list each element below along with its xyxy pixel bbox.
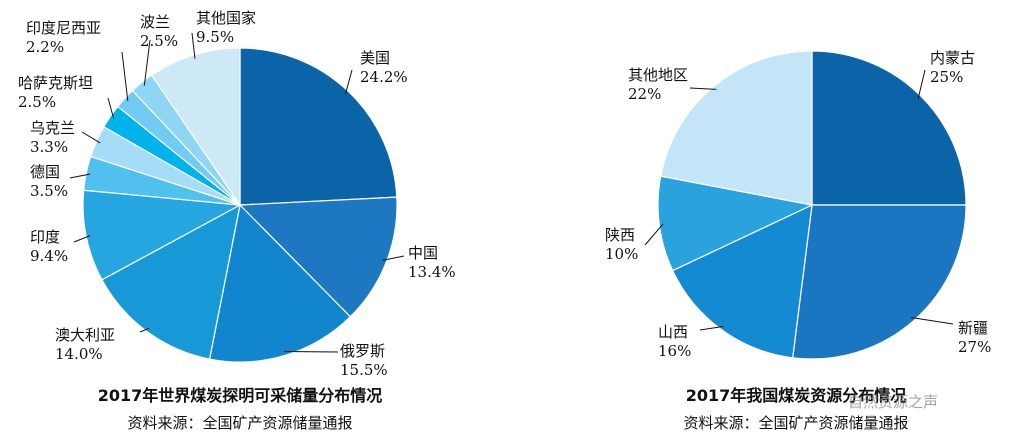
leader-line <box>107 97 115 119</box>
slice-label: 内蒙古 <box>930 49 975 67</box>
slice-value-label: 3.3% <box>30 138 68 156</box>
slice-value-label: 16% <box>658 342 691 360</box>
slice-value-label: 14.0% <box>55 345 103 363</box>
pie-slice <box>82 189 243 281</box>
leader-line <box>917 69 926 100</box>
leader-line <box>644 223 664 246</box>
slice-value-label: 2.5% <box>18 93 56 111</box>
slice-value-label: 22% <box>628 85 661 103</box>
slice-label: 陕西 <box>605 226 635 244</box>
slice-label: 印度 <box>30 228 60 246</box>
slice-label: 中国 <box>408 244 438 262</box>
slice-value-label: 24.2% <box>360 68 408 86</box>
leader-line <box>121 51 129 102</box>
leader-line <box>284 351 339 353</box>
slice-value-label: 9.4% <box>30 247 68 265</box>
leader-line <box>143 39 151 86</box>
slice-label: 美国 <box>360 49 390 67</box>
slice-value-label: 10% <box>605 245 638 263</box>
pie-slice <box>101 203 241 360</box>
slice-value-label: 15.5% <box>340 361 388 379</box>
world-coal-pie-chart: 美国24.2%中国13.4%俄罗斯15.5%澳大利亚14.0%印度9.4%德国3… <box>18 9 456 432</box>
watermark-text: 自然资源之声 <box>848 393 938 411</box>
leader-line <box>191 32 196 59</box>
leader-line <box>73 235 91 243</box>
slice-label: 其他国家 <box>196 9 256 27</box>
pie-slice <box>657 175 814 272</box>
slice-value-label: 3.5% <box>30 182 68 200</box>
pie-slice <box>792 204 967 360</box>
slice-value-label: 27% <box>958 338 991 356</box>
slice-value-label: 2.5% <box>140 32 178 50</box>
chart-source: 资料来源：全国矿产资源储量通报 <box>127 414 352 432</box>
slice-value-label: 13.4% <box>408 263 456 281</box>
slice-value-label: 9.5% <box>196 28 234 46</box>
chart-source: 资料来源：全国矿产资源储量通报 <box>683 414 908 432</box>
pie-slice <box>238 196 398 318</box>
pie-slice <box>239 47 398 206</box>
slice-label: 澳大利亚 <box>55 326 115 344</box>
leader-line <box>382 255 405 261</box>
chart-title: 2017年世界煤炭探明可采储量分布情况 <box>98 386 383 405</box>
slice-label: 俄罗斯 <box>340 342 385 360</box>
leader-line <box>69 173 91 179</box>
slice-value-label: 25% <box>930 68 963 86</box>
pie-slice <box>660 50 813 206</box>
leader-line <box>81 131 101 144</box>
slice-label: 乌克兰 <box>30 119 75 137</box>
leader-line <box>699 325 724 331</box>
slice-label: 新疆 <box>958 319 988 337</box>
slice-label: 德国 <box>30 163 60 181</box>
slice-label: 哈萨克斯坦 <box>18 74 93 92</box>
pie-slice <box>150 47 241 207</box>
leader-line <box>344 69 353 95</box>
slice-label: 波兰 <box>140 13 170 31</box>
pie-slice <box>811 50 967 206</box>
slice-value-label: 2.2% <box>26 38 64 56</box>
slice-label: 其他地区 <box>628 66 688 84</box>
leader-line <box>689 87 717 90</box>
slice-label: 山西 <box>658 323 688 341</box>
chart-title: 2017年我国煤炭资源分布情况 <box>686 386 907 405</box>
leader-line <box>139 327 150 333</box>
pie-slice <box>208 203 352 363</box>
pie-slice <box>671 203 813 359</box>
slice-label: 印度尼西亚 <box>26 19 101 37</box>
leader-line <box>911 317 954 325</box>
